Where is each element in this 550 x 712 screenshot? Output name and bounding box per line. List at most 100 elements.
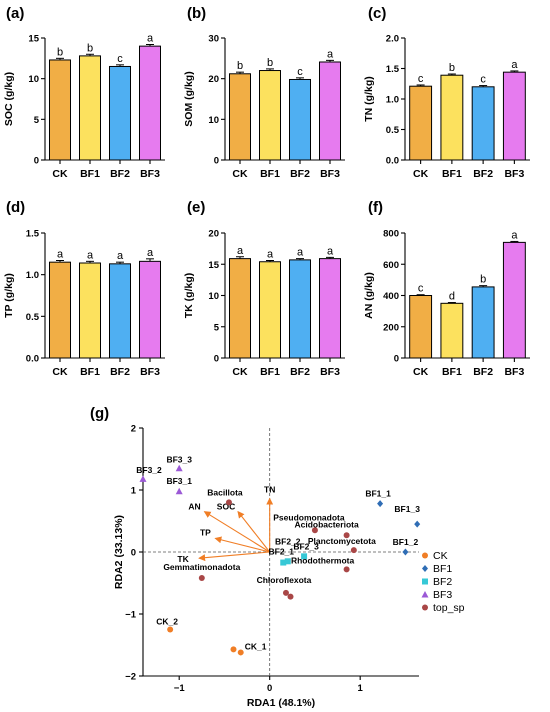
bar-BF1 [440,302,464,359]
significance-letter: a [57,249,64,261]
significance-letter: a [87,249,94,261]
point-label: Gemmatimonadota [163,562,240,572]
bar-BF1 [79,262,101,359]
panel-label: (f) [368,199,383,216]
point-marker [422,604,428,611]
legend-entry-CK: CK [433,550,448,562]
y-tick-label: 20 [208,229,219,240]
y-tick-label: 5 [214,322,220,333]
y-tick-label: 15 [208,260,219,271]
x-category-label: BF3 [140,366,160,378]
significance-letter: b [237,60,243,72]
y-tick-label: −1 [125,610,137,621]
x-category-label: BF3 [504,366,524,378]
y-tick-label: 10 [208,115,219,126]
x-tick-label: 0 [267,683,272,694]
point-marker [284,558,291,565]
y-tick-label: 1.0 [26,270,39,281]
y-axis-label: SOC (g/kg) [3,72,15,126]
y-tick-label: 20 [208,74,219,85]
legend-entry-BF3: BF3 [433,589,452,601]
bar-BF2 [109,263,131,359]
x-category-label: CK [232,366,248,378]
bar-BF3 [502,241,526,359]
x-category-label: CK [413,366,429,378]
env-arrow-SOC [237,510,271,553]
x-category-label: BF1 [442,168,462,180]
point-label: BF3_3 [166,454,192,464]
y-tick-label: 5 [34,115,40,126]
y-tick-label: 800 [383,229,399,240]
y-tick-label: 1.5 [26,229,40,240]
significance-letter: d [449,291,455,303]
point-label: CK_2 [156,617,178,627]
point-marker [237,649,244,656]
point-label: Planctomycetota [308,536,376,546]
point-marker [343,566,350,573]
point-label: BF1_1 [365,489,391,499]
x-category-label: BF1 [80,168,100,180]
x-category-label: BF3 [140,168,160,180]
bar-CK [229,258,251,359]
point-marker [198,575,205,582]
x-category-label: BF2 [473,168,493,180]
x-category-label: BF2 [290,168,310,180]
y-tick-label: 0.5 [386,125,400,136]
y-tick-label: 0.5 [26,312,40,323]
bar-CK [49,261,71,359]
bar-BF2 [471,86,495,161]
y-tick-label: 10 [28,74,39,85]
x-category-label: BF2 [290,366,310,378]
bar-panel-1: (a) SOC (g/kg) 0 5 10 15 b CK b BF1 c BF2 a BF3 [3,5,165,180]
significance-letter: c [418,283,424,295]
env-arrow-TP [214,536,270,553]
panel-label: (b) [187,5,206,22]
significance-letter: b [87,42,93,54]
group-BF3: BF3_3 BF3_2 BF3_1 [136,454,192,495]
x-category-label: BF2 [110,366,130,378]
env-arrow-AN [203,511,270,553]
significance-letter: a [147,33,154,45]
bar-CK [409,295,433,359]
x-tick-label: 1 [358,683,364,694]
y-tick-label: 2 [131,424,136,435]
significance-letter: b [449,62,455,74]
group-top_sp: Gemmatimonadota Bacillota PseudomonadotaAc… [163,487,376,600]
x-category-label: BF1 [442,366,462,378]
env-arrow-label: TP [200,527,211,537]
significance-letter: c [480,74,486,86]
legend-entry-BF2: BF2 [433,576,452,588]
y-tick-label: 600 [383,260,399,271]
bar-BF1 [259,261,281,359]
point-label: Pseudomonadota [273,512,345,522]
bar-BF2 [289,78,311,161]
x-category-label: CK [52,168,68,180]
y-tick-label: 200 [383,322,399,333]
point-label: Acidobacteriota [294,519,359,529]
y-tick-label: 1 [131,486,137,497]
legend-entry-top_sp: top_sp [433,602,465,614]
y-tick-label: −2 [125,672,136,683]
env-arrow-label: TK [177,554,189,564]
panel-label: (e) [187,199,205,216]
x-axis-label: RDA1 (48.1%) [247,697,315,709]
point-label: BF2_2 [275,536,301,546]
y-tick-label: 400 [383,291,399,302]
x-tick-label: −1 [174,683,186,694]
x-category-label: CK [413,168,429,180]
rda-panel: (g) −2 −1 0 1 2 −1 0 1 RDA1 (48.1%) RDA2 (33.13%) A… [90,405,465,709]
legend-entry-BF1: BF1 [433,563,452,575]
bar-BF3 [502,71,526,161]
point-marker [225,499,232,506]
y-tick-label: 1.0 [386,95,399,106]
y-tick-label: 0 [131,548,136,559]
y-tick-label: 30 [208,34,219,45]
significance-letter: a [297,247,304,259]
significance-letter: b [267,57,273,69]
x-category-label: BF3 [320,168,340,180]
point-label: BF2_1 [269,547,295,557]
significance-letter: a [147,247,154,259]
y-axis-label: TP (g/kg) [3,273,15,318]
